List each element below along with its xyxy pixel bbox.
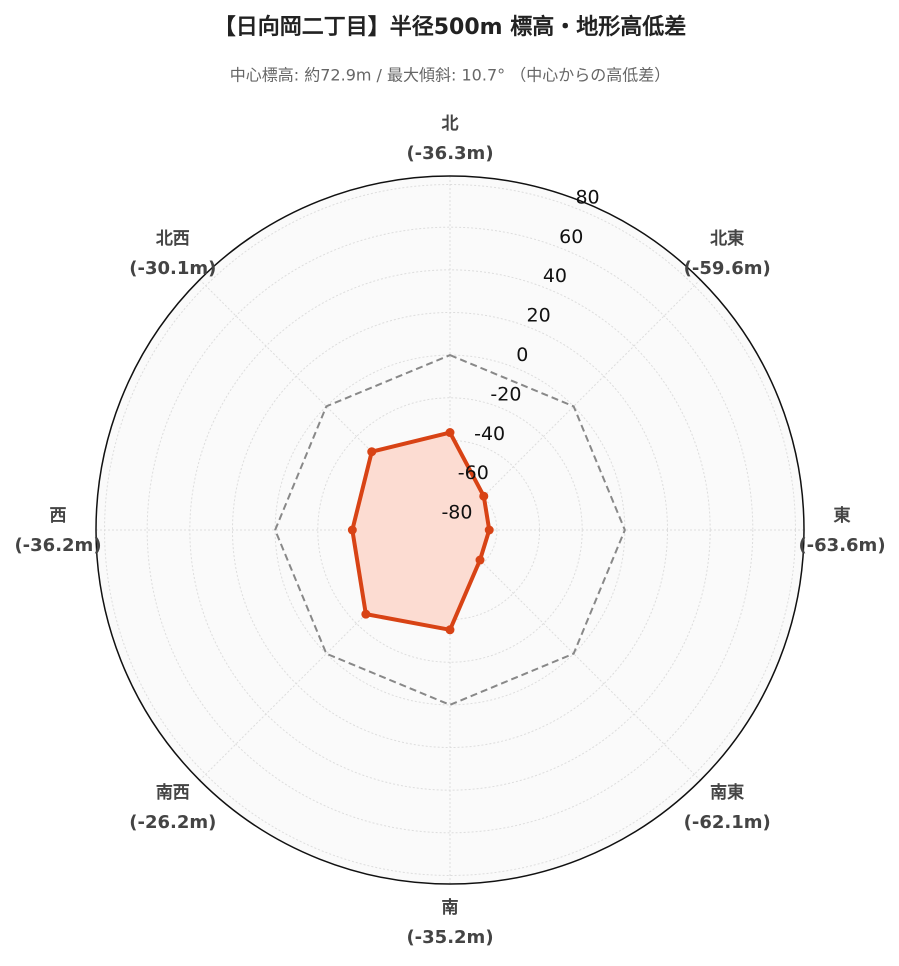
r-tick-label: 80 xyxy=(575,186,599,208)
value-label: (-26.2m) xyxy=(129,812,216,833)
category-label: 東 xyxy=(834,505,851,526)
category-label: 北東 xyxy=(710,228,744,249)
data-point xyxy=(445,625,455,635)
r-tick-label: -60 xyxy=(458,462,489,484)
category-label: 西 xyxy=(50,506,67,526)
r-tick-label: 60 xyxy=(559,226,583,248)
grid-circle xyxy=(146,226,754,834)
category-label: 北西 xyxy=(156,229,190,249)
category-label: 南西 xyxy=(156,782,190,803)
value-label: (-30.1m) xyxy=(129,258,216,279)
data-point xyxy=(361,609,371,619)
value-label: (-62.1m) xyxy=(684,812,771,833)
value-label: (-59.6m) xyxy=(684,258,771,279)
chart-title: 【日向岡二丁目】半径500m 標高・地形高低差 xyxy=(214,14,687,40)
chart-subtitle: 中心標高: 約72.9m / 最大傾斜: 10.7° （中心からの高低差） xyxy=(230,66,670,85)
data-point xyxy=(475,555,485,565)
value-label: (-35.2m) xyxy=(406,927,493,948)
value-label: (-63.6m) xyxy=(798,535,885,556)
r-tick-label: 20 xyxy=(527,305,551,327)
r-tick-label: -40 xyxy=(474,423,505,445)
r-tick-label: 40 xyxy=(543,265,567,287)
value-label: (-36.2m) xyxy=(14,535,101,556)
data-point xyxy=(445,428,455,438)
data-point xyxy=(479,491,489,501)
r-tick-label: -80 xyxy=(441,502,472,524)
spoke xyxy=(199,529,451,781)
spoke xyxy=(199,279,451,531)
polar-frame xyxy=(95,175,805,885)
r-tick-label: 0 xyxy=(516,344,528,366)
r-tick-label: -20 xyxy=(490,383,521,405)
category-label: 南 xyxy=(442,897,459,918)
spoke xyxy=(449,279,701,531)
value-label: (-36.3m) xyxy=(406,143,493,164)
data-point xyxy=(347,525,357,535)
data-point xyxy=(484,525,494,535)
reference-line xyxy=(274,354,626,706)
data-point xyxy=(367,447,377,457)
category-label: 南東 xyxy=(710,782,744,803)
category-label: 北 xyxy=(442,114,459,134)
spoke xyxy=(449,529,701,781)
